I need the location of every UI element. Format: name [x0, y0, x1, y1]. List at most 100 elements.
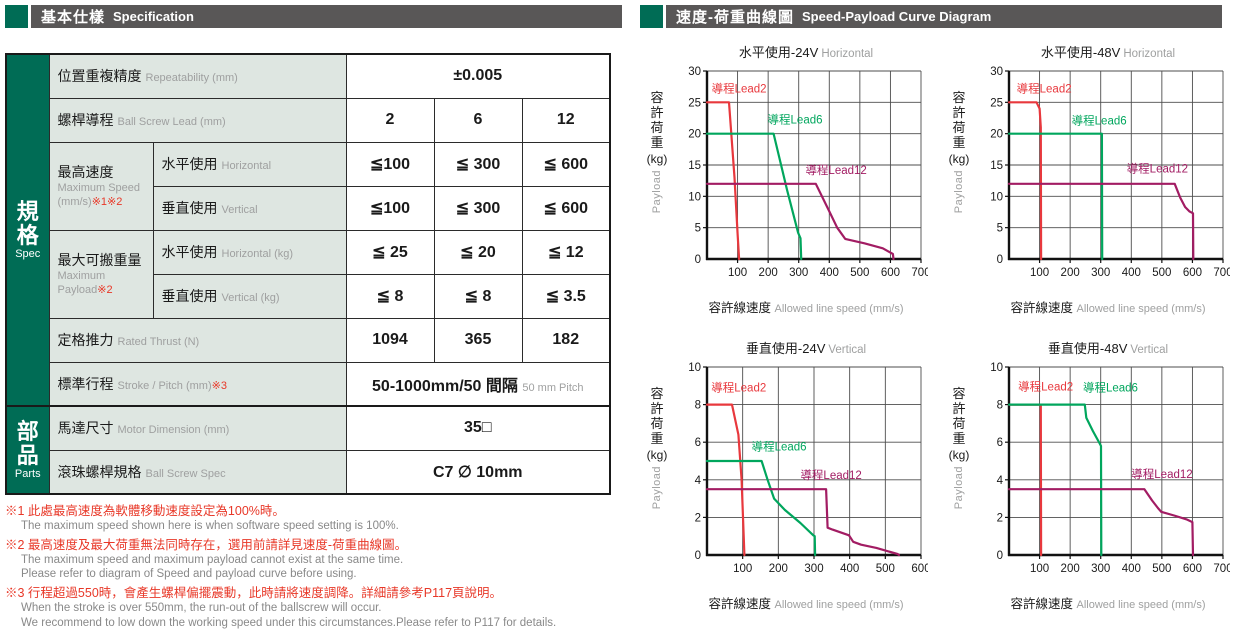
- label-motor-en: Motor Dimension (mm): [117, 424, 230, 437]
- svg-text:300: 300: [1091, 563, 1110, 575]
- group-max-speed-en: Maximum Speed: [57, 182, 141, 195]
- x-axis-label-cjk: 容許線速度: [708, 597, 772, 611]
- side-parts-en: Parts: [14, 468, 41, 481]
- svg-text:600: 600: [1183, 267, 1202, 279]
- y-axis-label-unit: (kg): [948, 447, 970, 462]
- svg-text:300: 300: [1091, 267, 1110, 279]
- value-thrust-6: 365: [433, 317, 523, 363]
- svg-text:25: 25: [688, 97, 701, 109]
- svg-text:導程Lead12: 導程Lead12: [1131, 467, 1192, 481]
- svg-text:200: 200: [769, 563, 788, 575]
- y-axis-label: 容許荷重 (kg) Payload: [640, 63, 674, 296]
- group-max-payload-cjk: 最大可搬重量: [57, 252, 142, 269]
- header-accent-square: [640, 5, 663, 28]
- curve-diagram-panel: 速度-荷重曲線圖 Speed-Payload Curve Diagram 水平使…: [622, 5, 1233, 634]
- svg-text:15: 15: [688, 160, 701, 172]
- y-axis-label-cjk: 容許荷重: [952, 90, 966, 150]
- value-thrust-12: 182: [521, 317, 611, 363]
- label-payload-h-cjk: 水平使用: [161, 244, 218, 260]
- speed-payload-plot: 100 200 300 400 500 600 0 2 4 6 8 10 導程Lead2 導程Lead6 導…: [674, 359, 930, 592]
- svg-text:300: 300: [789, 267, 808, 279]
- svg-text:10: 10: [688, 191, 701, 203]
- svg-text:導程Lead2: 導程Lead2: [1017, 81, 1072, 95]
- svg-text:400: 400: [1122, 563, 1141, 575]
- label-thrust-en: Rated Thrust (N): [117, 336, 200, 348]
- svg-text:0: 0: [997, 550, 1003, 562]
- row-rated-thrust: 定格推力 Rated Thrust (N) 1094 365 182: [6, 317, 611, 363]
- svg-text:2: 2: [695, 512, 701, 524]
- footnote-2-en-1: The maximum speed and maximum payload ca…: [21, 553, 404, 566]
- row-max-speed-horizontal: 最高速度 Maximum Speed (mm/s)※1※2 水平使用 Horizo…: [6, 141, 611, 231]
- footnote-1-en: The maximum speed shown here is when sof…: [21, 520, 399, 532]
- value-payload-v-2: ≦ 8: [345, 273, 435, 319]
- chart-title-cjk: 垂直使用-48V: [1047, 341, 1128, 356]
- y-axis-label: 容許荷重 (kg) Payload: [942, 359, 976, 592]
- row-ball-screw-spec: 滾珠螺桿規格 Ball Screw Spec C7 ∅ 10mm: [6, 449, 611, 495]
- svg-text:導程Lead2: 導程Lead2: [1018, 380, 1073, 394]
- chart-title: 垂直使用-24V Vertical: [640, 338, 936, 357]
- row-max-speed-vertical: 垂直使用 Vertical ≦100 ≦ 300 ≦ 600: [6, 185, 611, 231]
- side-group-parts: 部品 Parts: [5, 405, 50, 495]
- svg-text:200: 200: [1061, 563, 1080, 575]
- svg-text:0: 0: [695, 550, 701, 562]
- value-motor-dimension: 35□: [345, 405, 611, 451]
- group-max-speed-unit: (mm/s): [57, 196, 92, 208]
- x-axis-label-cjk: 容許線速度: [708, 301, 772, 315]
- svg-text:200: 200: [1061, 267, 1080, 279]
- group-max-speed-note: ※1※2: [91, 196, 123, 208]
- svg-text:700: 700: [1213, 267, 1230, 279]
- label-speed-h-cjk: 水平使用: [161, 156, 218, 172]
- svg-text:700: 700: [911, 267, 928, 279]
- svg-text:15: 15: [990, 160, 1003, 172]
- chart-title-en: Horizontal: [821, 48, 874, 60]
- svg-text:700: 700: [1213, 563, 1230, 575]
- chart-title: 水平使用-24V Horizontal: [640, 42, 936, 61]
- footnote-3-en-1: When the stroke is over 550mm, the run-o…: [21, 602, 382, 615]
- specification-title-cjk: 基本仕樣: [41, 9, 106, 26]
- value-stroke-cjk: 50-1000mm/50 間隔: [372, 377, 518, 395]
- row-repeatability: 規格 Spec 位置重複精度 Repeatability (mm) ±0.005: [5, 53, 611, 407]
- specification-panel: 基本仕樣 Specification 規格 Spec 位置重複精度 Repeata…: [0, 5, 622, 634]
- row-ball-screw-lead: 螺桿導程 Ball Screw Lead (mm) 2 6 12: [6, 97, 611, 143]
- spec-table: 規格 Spec 位置重複精度 Repeatability (mm) ±0.005 …: [5, 53, 612, 495]
- footnote-2-en-2: Please refer to diagram of Speed and pay…: [21, 568, 357, 581]
- x-axis-label-cjk: 容許線速度: [1010, 597, 1074, 611]
- svg-text:400: 400: [820, 267, 839, 279]
- value-ball-screw-spec: C7 ∅ 10mm: [345, 449, 611, 495]
- y-axis-label-cjk: 容許荷重: [952, 386, 966, 446]
- y-axis-label-unit: (kg): [646, 447, 668, 462]
- svg-text:導程Lead2: 導程Lead2: [712, 81, 767, 95]
- curve-diagram-header: 速度-荷重曲線圖 Speed-Payload Curve Diagram: [640, 5, 1222, 28]
- svg-text:導程Lead6: 導程Lead6: [1072, 113, 1127, 127]
- value-speed-v-2: ≦100: [345, 185, 435, 231]
- curve-diagram-title-cjk: 速度-荷重曲線圖: [676, 9, 794, 26]
- label-stroke-cjk: 標準行程: [57, 375, 114, 392]
- speed-payload-plot: 100 200 300 400 500 600 700 0 2 4 6 8 10 導程Lead2 導程Lea…: [976, 359, 1232, 592]
- svg-text:5: 5: [997, 223, 1003, 235]
- svg-text:20: 20: [990, 129, 1003, 141]
- svg-text:500: 500: [1152, 563, 1171, 575]
- svg-text:導程Lead2: 導程Lead2: [711, 380, 766, 394]
- label-payload-horizontal: 水平使用 Horizontal (kg): [152, 229, 347, 275]
- svg-text:0: 0: [997, 254, 1003, 266]
- label-stroke-pitch: 標準行程 Stroke / Pitch (mm)※3: [48, 361, 347, 407]
- chart-title-en: Vertical: [828, 344, 867, 356]
- svg-text:100: 100: [1030, 267, 1049, 279]
- value-lead-2: 2: [345, 97, 435, 143]
- label-lead-cjk: 螺桿導程: [57, 112, 114, 128]
- label-speed-v-cjk: 垂直使用: [161, 200, 218, 216]
- svg-text:30: 30: [688, 66, 701, 78]
- footnote-3-cjk: ※3 行程超過550時，會產生螺桿偏擺震動，此時請將速度調降。詳細請參考P117…: [5, 586, 503, 601]
- y-axis-label-unit: (kg): [646, 151, 668, 166]
- value-payload-h-2: ≦ 25: [345, 229, 435, 275]
- svg-text:導程Lead6: 導程Lead6: [752, 440, 807, 454]
- label-motor-cjk: 馬達尺寸: [57, 420, 114, 437]
- footnote-2: ※2 最高速度及最大荷重無法同時存在，選用前請詳見速度-荷重曲線圖。 The m…: [5, 537, 622, 582]
- y-axis-label-cjk: 容許荷重: [650, 90, 664, 150]
- value-speed-h-2: ≦100: [345, 141, 435, 187]
- label-lead-en: Ball Screw Lead (mm): [117, 116, 226, 128]
- label-screw-cjk: 滾珠螺桿規格: [57, 463, 142, 480]
- label-speed-horizontal: 水平使用 Horizontal: [152, 141, 347, 187]
- label-stroke-en: Stroke / Pitch (mm): [117, 379, 212, 392]
- value-speed-h-12: ≦ 600: [521, 141, 611, 187]
